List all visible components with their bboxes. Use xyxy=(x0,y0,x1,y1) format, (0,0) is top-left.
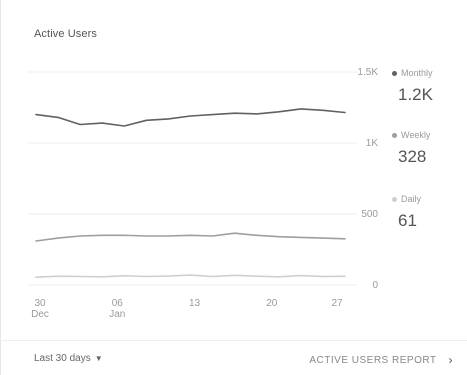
legend-monthly-dot xyxy=(392,70,397,76)
series-line-monthly xyxy=(35,108,346,127)
report-link-label: ACTIVE USERS REPORT xyxy=(309,354,437,366)
x-tick-sublabel: Jan xyxy=(109,309,125,320)
legend-daily-dot xyxy=(392,196,397,202)
y-tick-label: 1.5K xyxy=(357,67,378,78)
x-tick-label: 20 xyxy=(266,298,278,309)
date-range-label: Last 30 days xyxy=(34,353,91,364)
x-tick-label: 27 xyxy=(331,298,343,309)
chevron-right-icon: › xyxy=(448,353,453,367)
x-tick-sublabel: Dec xyxy=(31,309,49,320)
y-tick-label: 500 xyxy=(361,209,378,220)
x-tick-label: 06 xyxy=(112,298,124,309)
y-tick-label: 0 xyxy=(372,280,378,291)
card-left-divider xyxy=(0,0,1,375)
legend-weekly-label: Weekly xyxy=(401,130,431,140)
legend-weekly-dot xyxy=(392,132,397,138)
active-users-report-link[interactable]: ACTIVE USERS REPORT › xyxy=(309,353,453,367)
card-footer: Last 30 days ▼ ACTIVE USERS REPORT › xyxy=(0,340,467,371)
legend-monthly: Monthly 1.2K xyxy=(392,68,433,105)
caret-down-icon: ▼ xyxy=(94,354,103,363)
series-line-weekly xyxy=(35,232,346,242)
card-title: Active Users xyxy=(34,28,97,40)
legend-weekly: Weekly 328 xyxy=(392,130,430,167)
legend-monthly-label: Monthly xyxy=(401,68,433,78)
x-tick-label: 30 xyxy=(34,298,46,309)
legend-weekly-value: 328 xyxy=(398,147,427,166)
legend-monthly-value: 1.2K xyxy=(398,85,433,104)
legend-daily-label: Daily xyxy=(401,194,422,204)
legend-daily: Daily 61 xyxy=(392,194,421,231)
series-line-daily xyxy=(35,274,346,279)
date-range-dropdown[interactable]: Last 30 days ▼ xyxy=(34,353,103,364)
y-tick-label: 1K xyxy=(366,138,379,149)
legend-daily-value: 61 xyxy=(398,211,417,230)
x-tick-label: 13 xyxy=(189,298,201,309)
